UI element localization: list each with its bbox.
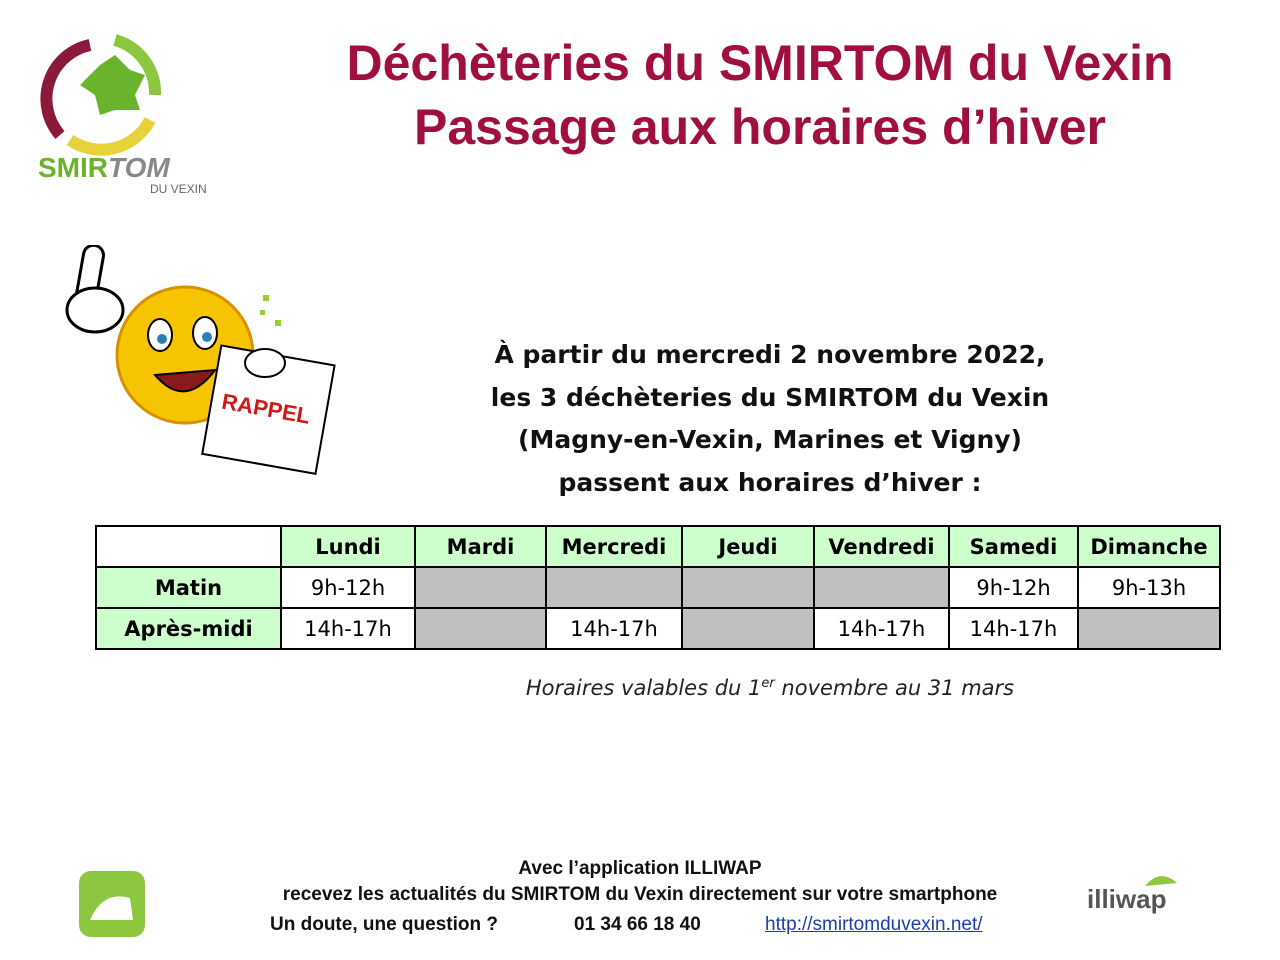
cell — [1077, 607, 1221, 650]
cell — [813, 566, 950, 609]
cell: 9h-12h — [948, 566, 1079, 609]
cell: 14h-17h — [813, 607, 950, 650]
footer-line: recevez les actualités du SMIRTOM du Vex… — [282, 884, 998, 905]
title: Déchèteries du SMIRTOM du Vexin — [346, 35, 1174, 91]
header-cell: Jeudi — [681, 525, 815, 568]
schedule-table: Lundi Mardi Mercredi Jeudi Vendredi Samedi Dim… — [95, 525, 1221, 650]
illiwap-app-icon — [79, 871, 145, 937]
header-cell: Mardi — [414, 525, 547, 568]
header-row: Lundi Mardi Mercredi Jeudi Vendredi Samedi Dim… — [95, 525, 1221, 568]
logo-arrow — [66, 117, 156, 156]
smiley-illustration: RAPPEL — [65, 245, 336, 475]
sparkle — [263, 295, 269, 301]
cell — [545, 566, 683, 609]
intro-line: les 3 déchèteries du SMIRTOM du Vexin — [490, 382, 1050, 412]
logo-part: SMIR — [38, 152, 108, 183]
cell: 14h-17h — [948, 607, 1079, 650]
cell: 14h-17h — [545, 607, 683, 650]
row-label: Après-midi — [95, 607, 282, 650]
note-text: Horaires valables du 1 — [525, 676, 762, 700]
sign: RAPPEL — [201, 344, 336, 475]
header-cell: Samedi — [948, 525, 1079, 568]
note-text: novembre au 31 mars — [774, 676, 1015, 700]
table-row: Après-midi 14h-17h 14h-17h 14h-17h 14h-17h — [95, 607, 1221, 650]
cell — [681, 566, 815, 609]
cell — [414, 607, 547, 650]
cell: 9h-13h — [1077, 566, 1221, 609]
pupil — [157, 334, 167, 344]
sparkle — [260, 310, 265, 315]
illiwap-logo: illiwap — [1087, 876, 1177, 914]
header-cell: Lundi — [280, 525, 416, 568]
row-label: Matin — [95, 566, 282, 609]
logo-arrow — [113, 34, 162, 96]
logo-leaf — [80, 55, 145, 115]
footer-link[interactable]: http://smirtomduvexin.net/ — [765, 914, 983, 935]
cell — [414, 566, 547, 609]
logo-arrow — [40, 39, 92, 139]
icon-hedgehog — [90, 896, 133, 920]
smirtom-logo: SMIRTOM DU VEXIN — [38, 34, 207, 196]
pupil — [202, 332, 212, 342]
logo-subtitle: DU VEXIN — [150, 182, 207, 196]
header-cell: Vendredi — [813, 525, 950, 568]
note: Horaires valables du 1er novembre au 31 … — [420, 676, 1120, 700]
mouth — [152, 368, 218, 393]
cell: 14h-17h — [280, 607, 416, 650]
intro-line: passent aux horaires d’hiver : — [558, 467, 982, 497]
footer-phone: 01 34 66 18 40 — [574, 914, 701, 935]
cell — [681, 607, 815, 650]
intro-line: (Magny-en-Vexin, Marines et Vigny) — [518, 425, 1022, 454]
footer-line: Avec l’application ILLIWAP — [518, 858, 762, 879]
footer-question: Un doute, une question ? — [270, 914, 498, 935]
logo-text: SMIRTOM — [38, 152, 170, 183]
logo-hedgehog — [1145, 876, 1177, 886]
intro: À partir du mercredi 2 novembre 2022, les… — [420, 334, 1120, 504]
sparkle — [275, 320, 281, 326]
subtitle: Passage aux horaires d’hiver — [413, 99, 1107, 155]
intro-line: À partir du mercredi 2 novembre 2022, — [494, 340, 1046, 369]
hand — [65, 286, 125, 334]
header-cell: Dimanche — [1077, 525, 1221, 568]
header-cell: Mercredi — [545, 525, 683, 568]
table-row: Matin 9h-12h 9h-12h 9h-13h — [95, 566, 1221, 609]
logo-part: TOM — [108, 152, 170, 183]
hand — [244, 348, 286, 378]
header-cell — [95, 525, 282, 568]
note-sup: er — [761, 676, 775, 691]
cell: 9h-12h — [280, 566, 416, 609]
illiwap-name: illiwap — [1087, 884, 1166, 914]
